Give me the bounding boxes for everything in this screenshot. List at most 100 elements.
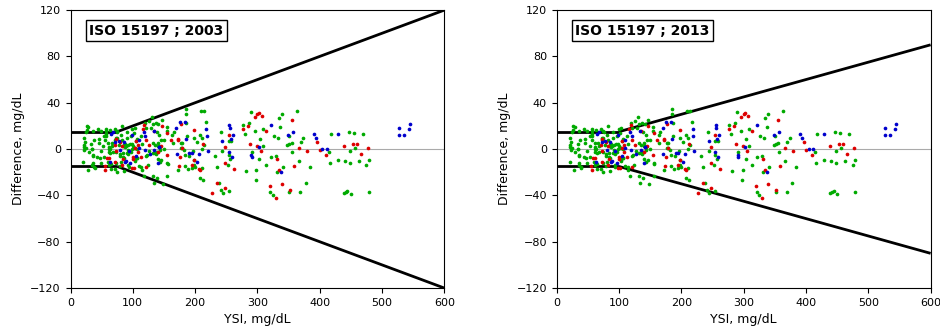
Point bbox=[108, 139, 123, 145]
Point bbox=[118, 144, 133, 149]
Point bbox=[607, 164, 622, 169]
Point bbox=[147, 148, 162, 153]
Point bbox=[362, 189, 377, 195]
Point bbox=[221, 162, 236, 168]
Point bbox=[603, 155, 618, 160]
Point bbox=[178, 120, 193, 125]
Point bbox=[607, 162, 622, 168]
Point bbox=[186, 157, 201, 162]
Point bbox=[244, 149, 259, 155]
Point bbox=[588, 159, 603, 164]
Point bbox=[610, 141, 625, 147]
Point bbox=[738, 156, 753, 161]
Point bbox=[128, 157, 143, 162]
Point bbox=[703, 160, 718, 165]
Point bbox=[638, 145, 653, 150]
Point bbox=[565, 130, 580, 135]
Point bbox=[603, 139, 618, 144]
Point bbox=[86, 164, 102, 170]
Point bbox=[694, 153, 709, 158]
Point bbox=[142, 151, 157, 157]
Point bbox=[147, 128, 162, 133]
Point bbox=[779, 139, 794, 145]
Point bbox=[128, 139, 143, 144]
Point bbox=[664, 120, 679, 125]
Point bbox=[758, 116, 773, 121]
Point bbox=[742, 143, 757, 148]
Point bbox=[290, 109, 305, 114]
Point bbox=[253, 137, 268, 142]
Point bbox=[180, 133, 195, 138]
Point bbox=[707, 162, 722, 168]
Point bbox=[681, 165, 696, 171]
Point bbox=[614, 158, 629, 164]
Point bbox=[611, 127, 626, 132]
Point bbox=[102, 155, 117, 160]
Point bbox=[634, 142, 649, 147]
Point bbox=[594, 138, 609, 143]
Point bbox=[655, 152, 670, 157]
Point bbox=[730, 155, 745, 160]
Point bbox=[572, 160, 587, 166]
Point bbox=[670, 166, 685, 171]
Point bbox=[263, 155, 278, 160]
Point bbox=[179, 106, 194, 112]
Point bbox=[352, 158, 367, 163]
Point bbox=[321, 149, 337, 154]
Point bbox=[805, 152, 820, 157]
Point bbox=[130, 146, 145, 152]
Point bbox=[638, 148, 653, 153]
Point bbox=[153, 160, 168, 165]
Point bbox=[127, 130, 142, 135]
Point bbox=[614, 126, 629, 131]
Point bbox=[663, 148, 678, 153]
Point bbox=[160, 131, 175, 136]
Point bbox=[578, 155, 593, 160]
Point bbox=[634, 150, 649, 155]
Point bbox=[154, 157, 169, 163]
Point bbox=[241, 123, 256, 129]
Point bbox=[159, 124, 174, 130]
Point bbox=[184, 150, 199, 156]
Point bbox=[686, 133, 701, 139]
Point bbox=[81, 124, 96, 130]
Point bbox=[320, 147, 335, 152]
Point bbox=[102, 150, 117, 155]
Point bbox=[134, 167, 149, 173]
Point bbox=[116, 157, 131, 162]
Point bbox=[177, 148, 192, 153]
Point bbox=[182, 150, 197, 155]
Point bbox=[756, 156, 771, 161]
Point bbox=[137, 121, 152, 126]
Point bbox=[285, 129, 300, 134]
Point bbox=[658, 154, 673, 160]
Point bbox=[571, 146, 586, 151]
Point bbox=[274, 112, 290, 117]
Point bbox=[199, 126, 214, 131]
Point bbox=[595, 160, 610, 165]
Point bbox=[214, 129, 229, 135]
Point bbox=[580, 149, 595, 154]
Point bbox=[588, 146, 603, 152]
Point bbox=[668, 150, 683, 155]
Point bbox=[215, 148, 230, 154]
Point bbox=[591, 149, 606, 154]
Point bbox=[628, 151, 643, 157]
Point bbox=[112, 163, 127, 169]
Point bbox=[595, 136, 610, 141]
Point bbox=[572, 153, 587, 158]
Point bbox=[744, 129, 760, 134]
Point bbox=[124, 147, 139, 152]
Point bbox=[270, 156, 285, 161]
Point bbox=[92, 155, 107, 160]
Point bbox=[740, 148, 755, 153]
Point bbox=[109, 136, 124, 141]
Point bbox=[646, 129, 661, 134]
Point bbox=[829, 161, 844, 166]
Point bbox=[269, 196, 284, 201]
Point bbox=[606, 147, 621, 152]
Point bbox=[138, 137, 153, 142]
Point bbox=[110, 128, 125, 133]
Point bbox=[832, 141, 847, 146]
Point bbox=[204, 191, 219, 196]
